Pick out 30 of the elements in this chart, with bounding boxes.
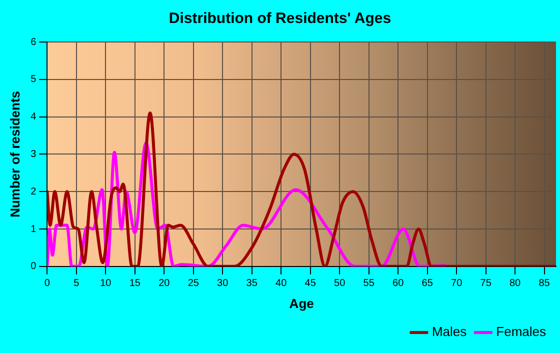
x-tick-label: 55	[363, 278, 375, 290]
x-tick-label: 80	[509, 278, 522, 290]
x-tick-label: 30	[217, 278, 229, 290]
y-tick-label: 6	[30, 36, 37, 48]
y-axis-title: Number of residents	[7, 90, 22, 218]
y-tick-label: 1	[30, 224, 37, 235]
y-tick-label: 2	[30, 186, 37, 198]
y-tick-label: 3	[30, 148, 37, 160]
legend-label: Males	[432, 324, 468, 340]
x-tick-label: 5	[74, 278, 80, 290]
x-tick-label: 75	[480, 278, 492, 290]
x-tick-label: 0	[44, 278, 50, 290]
legend-label: Females	[496, 324, 546, 340]
chart-title: Distribution of Residents' Ages	[168, 10, 392, 28]
x-tick-label: 65	[422, 278, 434, 290]
y-tick-label: 4	[30, 112, 37, 123]
x-tick-label: 10	[100, 278, 112, 290]
y-tick-label: 0	[30, 261, 37, 272]
x-tick-label: 20	[158, 278, 170, 290]
x-tick-label: 45	[304, 278, 316, 290]
y-tick-label: 5	[30, 74, 37, 86]
x-tick-label: 15	[129, 278, 141, 290]
x-tick-label: 70	[451, 278, 463, 290]
x-tick-label: 50	[334, 278, 346, 290]
x-tick-label: 35	[246, 278, 258, 290]
x-axis-title: Age	[289, 296, 314, 311]
x-tick-label: 85	[538, 278, 550, 290]
x-tick-label: 25	[188, 278, 200, 290]
x-tick-label: 40	[276, 278, 288, 290]
x-tick-label: 60	[392, 278, 404, 290]
